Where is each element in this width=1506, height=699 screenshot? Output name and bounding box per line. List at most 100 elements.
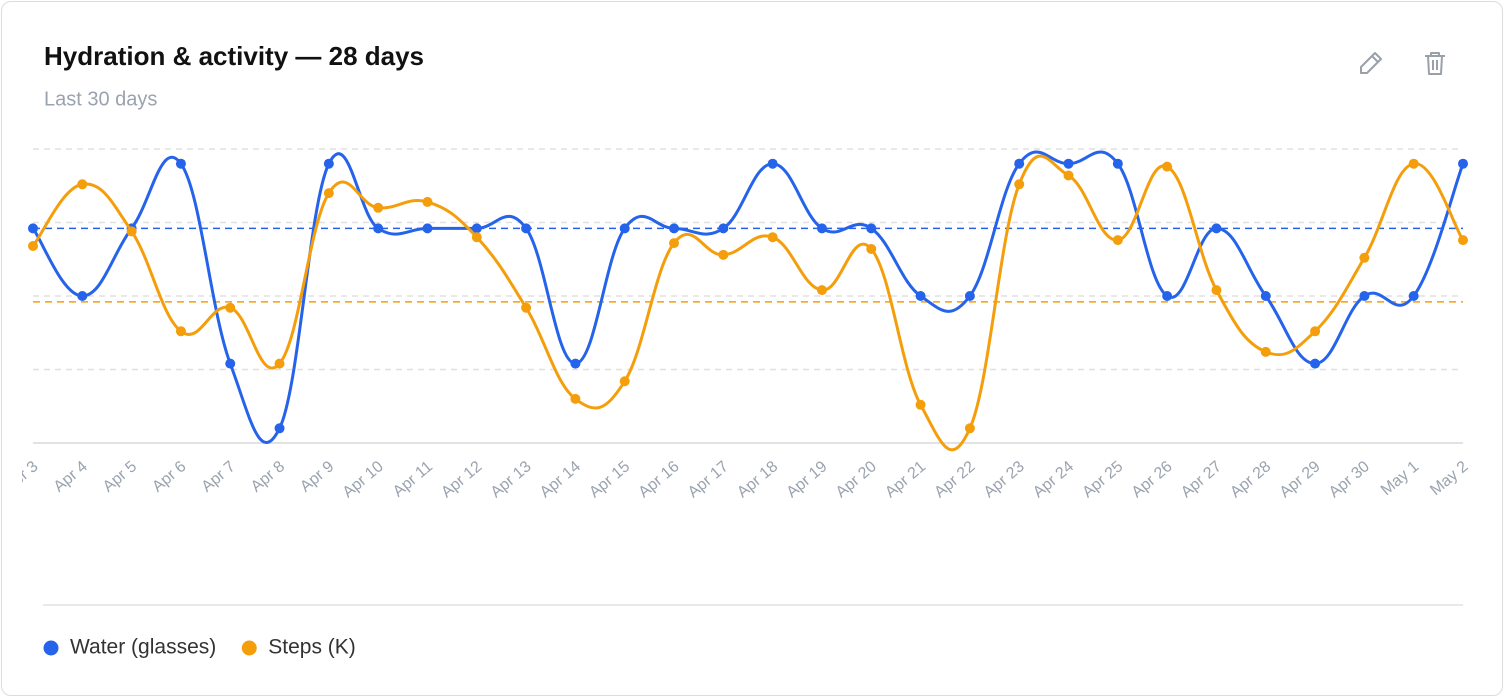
data-point (175, 158, 186, 169)
data-point (422, 223, 433, 234)
x-tick-label: Apr 14 (537, 458, 584, 501)
data-point (964, 291, 975, 301)
data-point (521, 302, 532, 313)
data-point (225, 358, 236, 369)
series-line (31, 154, 1465, 452)
legend-marker (241, 640, 257, 656)
data-point (866, 223, 877, 234)
x-tick-label: Apr 21 (882, 458, 929, 501)
x-tick-label: Apr 24 (1030, 458, 1077, 501)
edit-button[interactable] (1356, 48, 1386, 78)
data-point (1359, 252, 1370, 263)
x-tick-label: Apr 5 (100, 458, 140, 496)
data-point (964, 423, 975, 434)
data-point (1260, 291, 1271, 301)
x-tick-label: Apr 4 (51, 458, 91, 496)
chart-subtitle: Last 30 days (44, 88, 157, 110)
data-point (1310, 358, 1321, 369)
series-line (31, 150, 1465, 444)
data-point (471, 232, 482, 243)
data-point (126, 226, 137, 237)
delete-button[interactable] (1420, 48, 1450, 78)
data-point (1211, 285, 1222, 296)
data-point (1063, 158, 1074, 169)
x-tick-label: Apr 6 (149, 458, 189, 496)
data-point (1112, 158, 1123, 169)
data-point (619, 223, 630, 234)
x-tick-label: Apr 29 (1277, 458, 1324, 501)
data-point (1162, 291, 1173, 301)
legend-label: Water (glasses) (70, 636, 216, 659)
x-tick-label: Apr 26 (1129, 458, 1176, 501)
data-point (619, 376, 630, 387)
data-point (1310, 326, 1321, 337)
data-point (77, 179, 88, 190)
data-point (1408, 291, 1419, 301)
x-tick-label: Apr 11 (390, 458, 436, 501)
data-point (1063, 170, 1074, 181)
data-point (175, 326, 186, 337)
x-tick-label: Apr 30 (1326, 458, 1373, 501)
x-tick-label: Apr 20 (833, 458, 880, 501)
x-tick-label: May 1 (1378, 458, 1422, 499)
data-point (1162, 161, 1173, 172)
data-point (915, 291, 926, 301)
x-tick-label: Apr 25 (1079, 458, 1126, 501)
x-tick-label: Apr 8 (248, 458, 288, 496)
data-point (274, 423, 285, 434)
x-tick-label: Apr 15 (586, 458, 633, 501)
data-point (1458, 235, 1468, 246)
x-tick-label: Apr 19 (783, 458, 830, 501)
data-point (225, 302, 236, 313)
data-point (669, 223, 680, 234)
x-axis-labels: Apr 3 Apr 4 Apr 5 Apr 6 Apr 7 Apr 8 Apr 9 Apr 1… (2, 458, 1472, 501)
data-point (570, 358, 581, 369)
legend-label: Steps (K) (268, 636, 356, 659)
data-point (1014, 179, 1025, 190)
data-point (373, 202, 384, 213)
data-point (28, 241, 38, 252)
data-point (718, 223, 729, 234)
data-point (915, 399, 926, 410)
data-point (323, 158, 334, 169)
data-point (1408, 158, 1419, 169)
x-tick-label: Apr 12 (438, 458, 485, 501)
chart-title: Hydration & activity — 28 days (44, 41, 424, 71)
data-point (77, 291, 88, 301)
data-point (28, 223, 38, 234)
data-point (521, 223, 532, 234)
x-tick-label: Apr 22 (931, 458, 978, 501)
x-tick-label: Apr 3 (2, 458, 42, 496)
x-tick-label: Apr 9 (297, 458, 337, 496)
data-point (1260, 346, 1271, 357)
x-tick-label: Apr 16 (636, 458, 683, 501)
x-tick-label: May 2 (1427, 458, 1471, 499)
data-point (1211, 223, 1222, 234)
x-tick-label: Apr 23 (981, 458, 1028, 501)
data-point (669, 238, 680, 249)
data-point (570, 393, 581, 404)
data-point (1112, 235, 1123, 246)
x-tick-label: Apr 10 (340, 458, 387, 501)
legend-marker (43, 640, 59, 656)
data-point (816, 285, 827, 296)
data-point (767, 232, 778, 243)
x-tick-label: Apr 28 (1227, 458, 1274, 501)
x-tick-label: Apr 7 (199, 458, 239, 496)
data-point (767, 158, 778, 169)
x-tick-label: Apr 27 (1178, 458, 1225, 501)
data-point (866, 243, 877, 254)
x-tick-label: Apr 13 (488, 458, 535, 501)
data-point (471, 223, 482, 234)
data-point (422, 196, 433, 207)
data-point (718, 249, 729, 260)
data-point (274, 358, 285, 369)
x-tick-label: Apr 18 (734, 458, 781, 501)
x-tick-label: Apr 17 (685, 458, 732, 501)
data-point (1014, 158, 1025, 169)
data-point (816, 223, 827, 234)
data-point (1359, 291, 1370, 301)
data-point (1458, 158, 1468, 169)
